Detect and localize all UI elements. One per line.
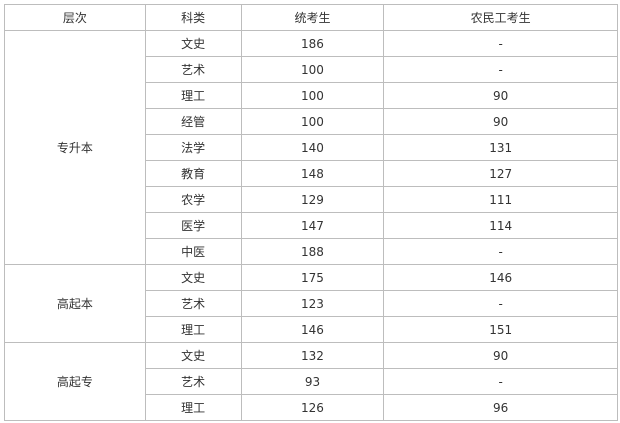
unified-exam-score: 123 xyxy=(240,290,385,317)
unified-exam-score: 132 xyxy=(240,342,385,369)
category-cell: 理工 xyxy=(144,316,242,343)
header-row: 层次 科类 统考生 农民工考生 xyxy=(4,4,618,31)
migrant-worker-score: 90 xyxy=(383,108,618,135)
level-cell: 专升本 xyxy=(4,30,146,265)
migrant-worker-score: - xyxy=(383,30,618,57)
table-row: 专升本 文史 186- xyxy=(4,30,618,265)
category-cell: 文史 xyxy=(144,342,242,369)
header-unified-exam: 统考生 xyxy=(240,4,385,31)
unified-exam-score: 100 xyxy=(240,56,385,83)
migrant-worker-score: 90 xyxy=(383,342,618,369)
migrant-worker-score: - xyxy=(383,368,618,395)
migrant-worker-score: 96 xyxy=(383,394,618,421)
migrant-worker-score: 111 xyxy=(383,186,618,213)
migrant-worker-score: 131 xyxy=(383,134,618,161)
header-level: 层次 xyxy=(4,4,146,31)
table-row: 经管 100 90 xyxy=(5,108,618,135)
table-row: 法学 140 131 xyxy=(5,134,618,161)
unified-exam-score: 129 xyxy=(240,186,385,213)
header-category: 科类 xyxy=(144,4,242,31)
table-row: 艺术 93- xyxy=(5,368,618,395)
table-row: 理工 126 96 xyxy=(5,394,618,421)
category-cell: 艺术 xyxy=(144,290,242,317)
unified-exam-score: 100 xyxy=(240,82,385,109)
category-cell: 农学 xyxy=(144,186,242,213)
category-cell: 教育 xyxy=(144,160,242,187)
migrant-worker-score: - xyxy=(383,238,618,265)
category-cell: 文史 xyxy=(144,264,242,291)
category-cell: 医学 xyxy=(144,212,242,239)
migrant-worker-score: 127 xyxy=(383,160,618,187)
category-cell: 经管 xyxy=(144,108,242,135)
migrant-worker-score: 146 xyxy=(383,264,618,291)
unified-exam-score: 186 xyxy=(240,30,385,57)
table-row: 高起专 文史 132 90 xyxy=(4,342,618,421)
level-cell: 高起本 xyxy=(4,264,146,343)
category-cell: 理工 xyxy=(144,394,242,421)
migrant-worker-score: 90 xyxy=(383,82,618,109)
unified-exam-score: 148 xyxy=(240,160,385,187)
unified-exam-score: 93 xyxy=(240,368,385,395)
migrant-worker-score: 151 xyxy=(383,316,618,343)
category-cell: 理工 xyxy=(144,82,242,109)
unified-exam-score: 146 xyxy=(240,316,385,343)
unified-exam-score: 175 xyxy=(240,264,385,291)
table-row: 高起本 文史 175 146 xyxy=(4,264,618,343)
unified-exam-score: 126 xyxy=(240,394,385,421)
score-table: 层次 科类 统考生 农民工考生 专升本 文史 186- 艺术 100- 理工 100 90 经管… xyxy=(4,4,618,421)
category-cell: 中医 xyxy=(144,238,242,265)
category-cell: 艺术 xyxy=(144,56,242,83)
unified-exam-score: 188 xyxy=(240,238,385,265)
table-row: 农学 129 111 xyxy=(5,186,618,213)
category-cell: 文史 xyxy=(144,30,242,57)
table-body: 专升本 文史 186- 艺术 100- 理工 100 90 经管 100 90 法学 140 131 教育 1… xyxy=(4,30,618,421)
level-cell: 高起专 xyxy=(4,342,146,421)
unified-exam-score: 100 xyxy=(240,108,385,135)
category-cell: 艺术 xyxy=(144,368,242,395)
category-cell: 法学 xyxy=(144,134,242,161)
header-migrant-worker: 农民工考生 xyxy=(383,4,618,31)
unified-exam-score: 140 xyxy=(240,134,385,161)
migrant-worker-score: - xyxy=(383,56,618,83)
unified-exam-score: 147 xyxy=(240,212,385,239)
migrant-worker-score: 114 xyxy=(383,212,618,239)
migrant-worker-score: - xyxy=(383,290,618,317)
